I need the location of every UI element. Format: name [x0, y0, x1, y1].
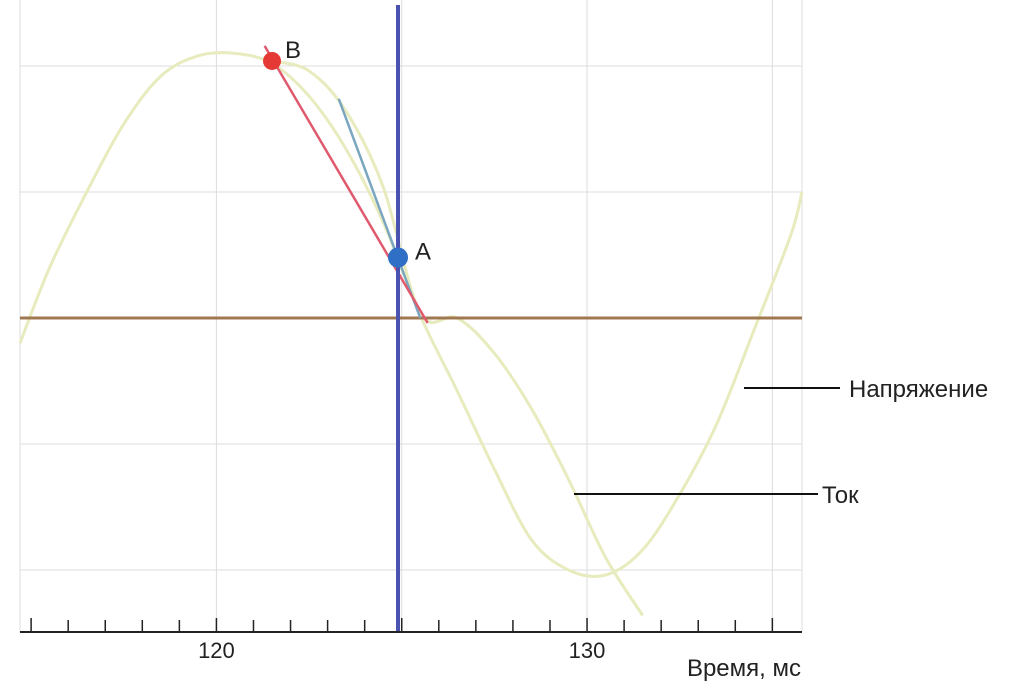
- grid: [19, 0, 803, 632]
- point-b-label: B: [285, 37, 301, 64]
- point-b-marker: [263, 51, 282, 70]
- point-a-marker: [388, 247, 409, 268]
- x-axis-title: Время, мс: [687, 655, 801, 682]
- voltage-curve: [18, 51, 804, 578]
- x-tick-label: 120: [198, 638, 235, 663]
- voltage-series-label: Напряжение: [849, 376, 988, 403]
- x-tick-label: 130: [569, 638, 606, 663]
- tangent-line-red: [263, 45, 429, 324]
- current-series-label: Ток: [822, 482, 859, 509]
- point-a-label: A: [415, 239, 431, 266]
- x-axis: [20, 618, 802, 633]
- tangent-line-blue: [337, 98, 422, 319]
